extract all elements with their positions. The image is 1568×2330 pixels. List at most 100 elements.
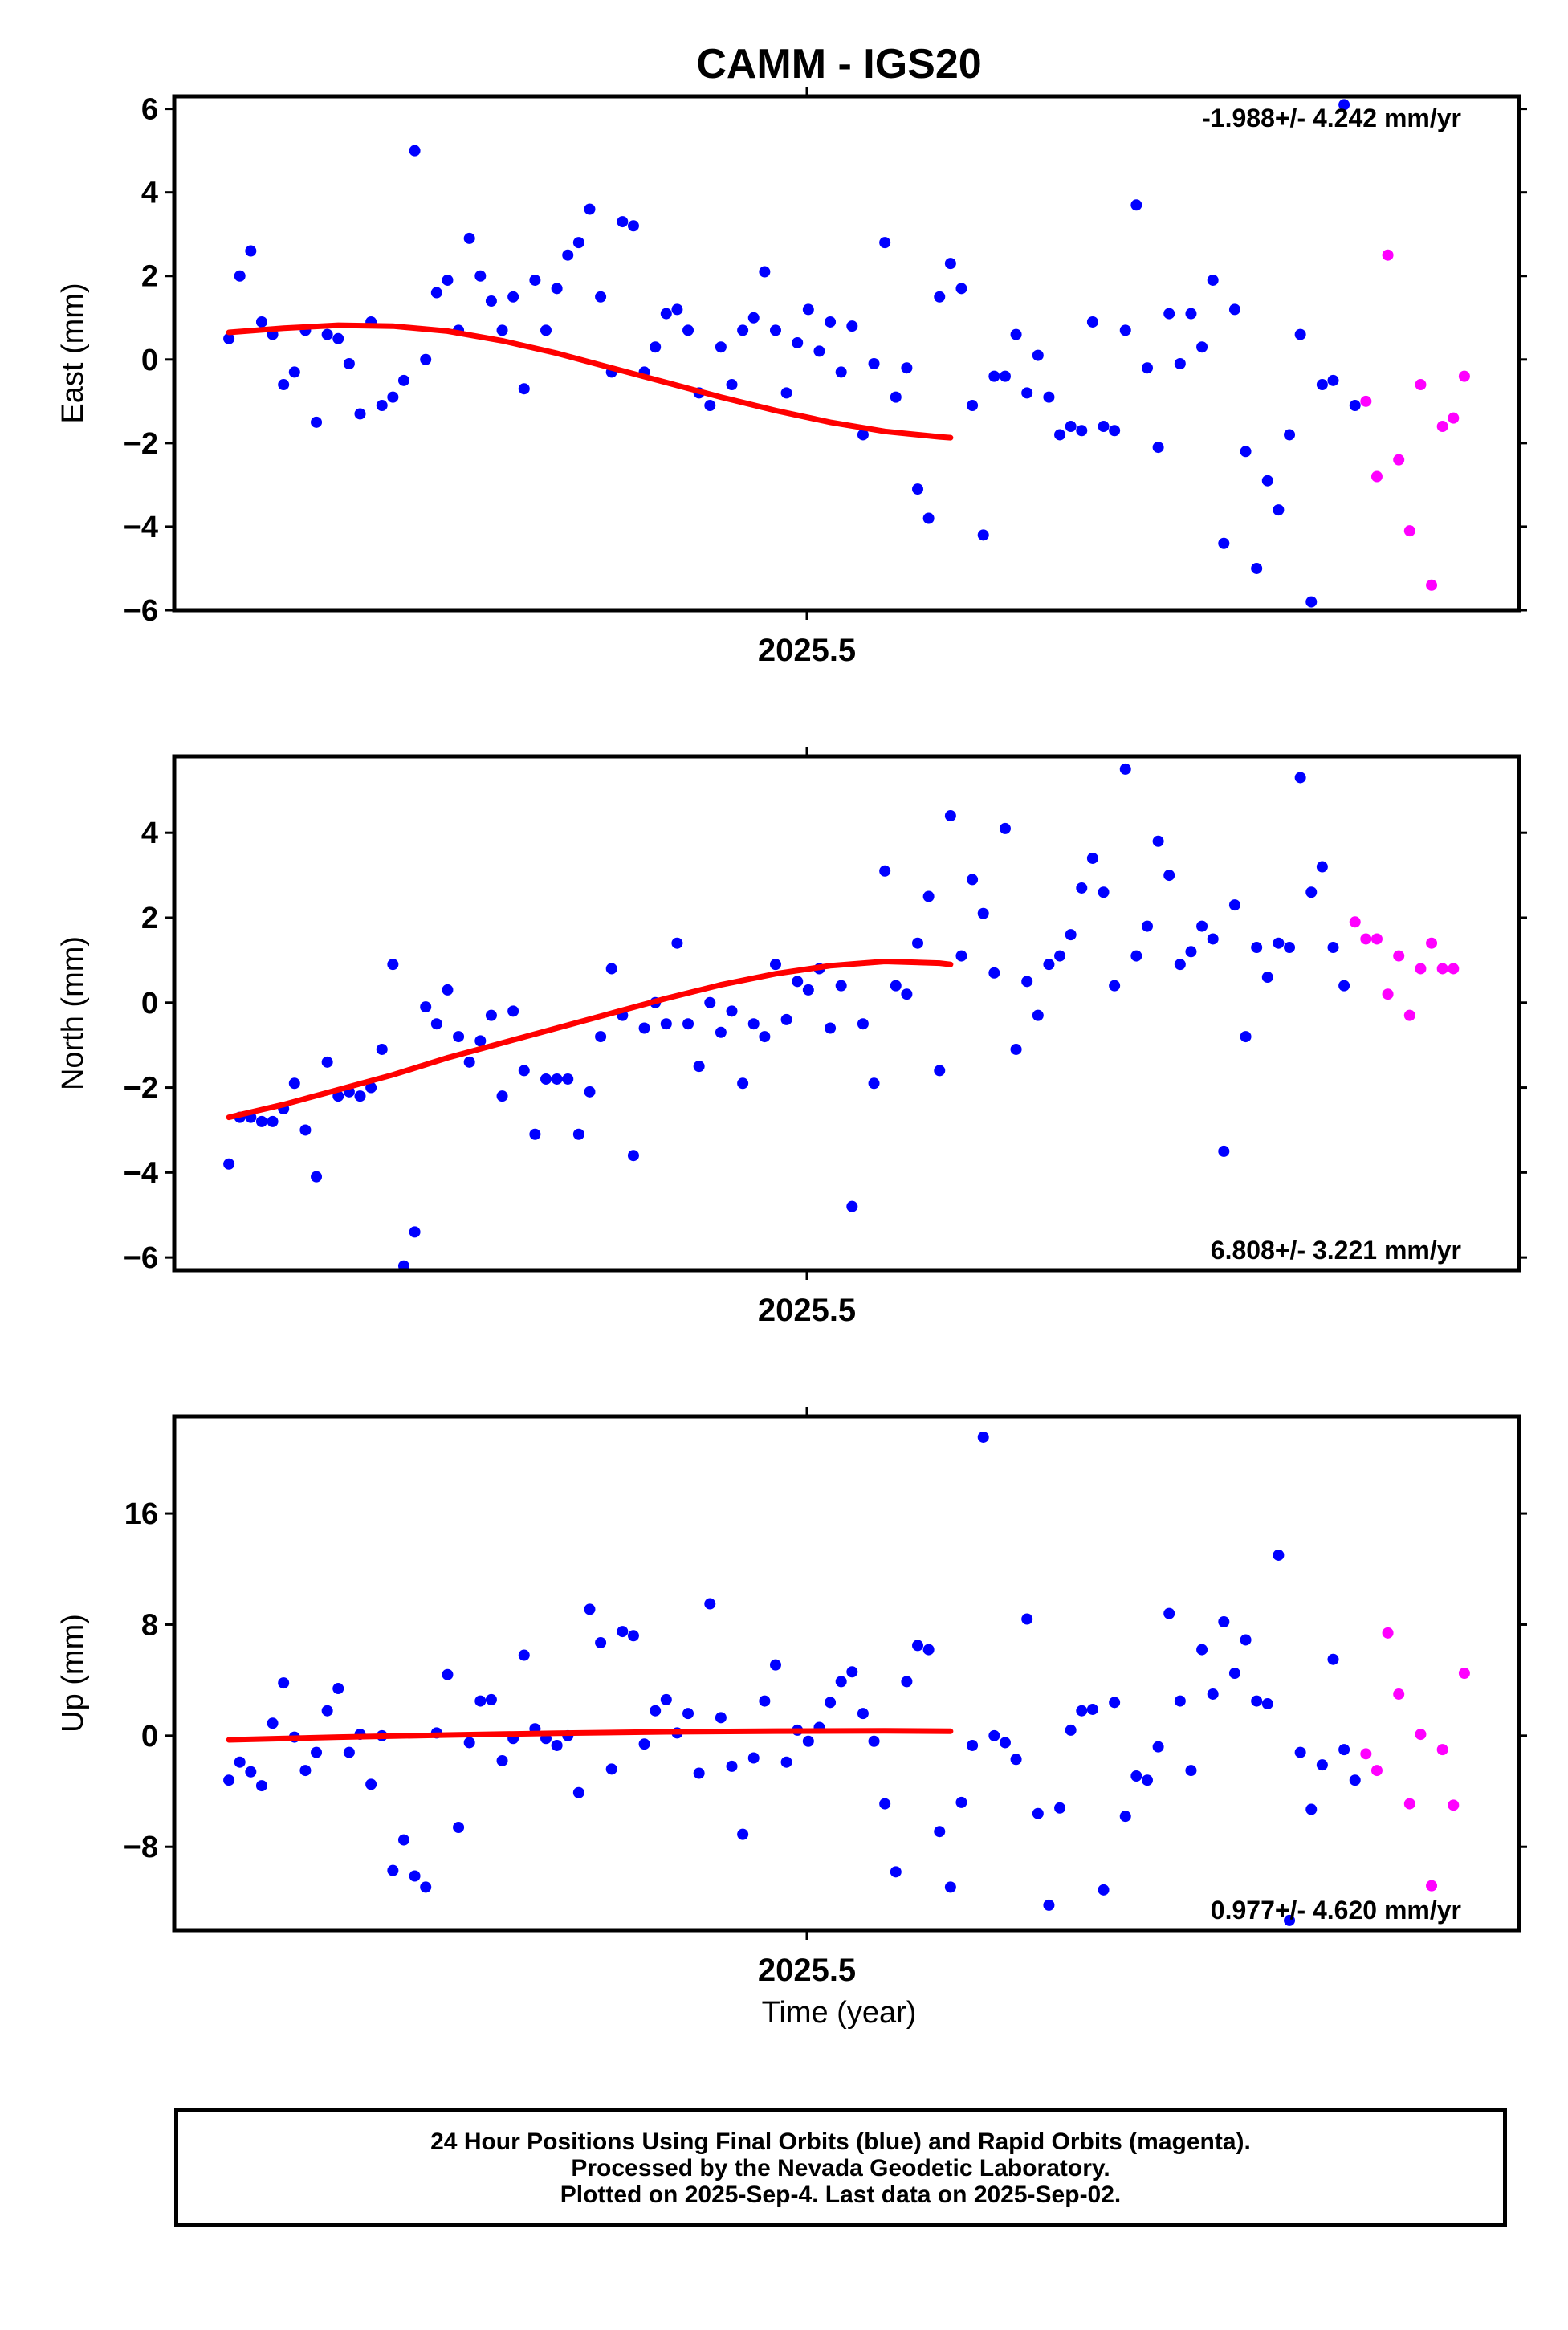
final-point-north <box>737 1077 749 1090</box>
final-point-east <box>715 341 727 353</box>
final-point-up <box>365 1778 377 1790</box>
final-point-north <box>376 1043 388 1055</box>
final-point-north <box>1294 772 1306 784</box>
y-tick-label-north: 2 <box>141 902 158 935</box>
final-point-up <box>584 1603 596 1615</box>
final-point-north <box>365 1081 377 1094</box>
rapid-point-north <box>1426 937 1438 949</box>
y-tick-label-north: 0 <box>141 987 158 1020</box>
rate-label-east: -1.988+/- 4.242 mm/yr <box>1202 104 1461 132</box>
plot-frame-up <box>172 1414 1521 1933</box>
final-point-east <box>1130 199 1142 211</box>
final-point-north <box>1054 950 1066 962</box>
final-point-north <box>682 1018 694 1030</box>
final-point-up <box>496 1754 508 1766</box>
y-tick-label-north: −4 <box>124 1156 158 1190</box>
final-point-north <box>868 1077 880 1090</box>
final-point-up <box>638 1738 650 1750</box>
final-point-east <box>890 391 902 403</box>
final-point-up <box>780 1756 792 1768</box>
final-point-east <box>912 483 924 495</box>
final-point-north <box>835 980 847 992</box>
final-point-east <box>1240 446 1252 458</box>
final-point-east <box>474 270 487 282</box>
final-point-up <box>967 1739 979 1751</box>
rapid-point-north <box>1370 933 1383 945</box>
y-tick-label-east: 4 <box>141 177 158 210</box>
final-point-north <box>430 1018 442 1030</box>
final-point-up <box>726 1760 738 1772</box>
final-point-east <box>650 341 662 353</box>
final-point-east <box>223 332 235 344</box>
final-point-up <box>1316 1759 1328 1771</box>
final-point-north <box>562 1073 574 1085</box>
final-point-up <box>1152 1741 1164 1753</box>
final-point-up <box>825 1697 837 1709</box>
final-point-east <box>1327 374 1339 386</box>
final-point-east <box>780 387 792 399</box>
rapid-point-up <box>1426 1880 1438 1892</box>
final-point-east <box>955 283 967 295</box>
final-point-east <box>1207 274 1219 286</box>
final-point-up <box>737 1828 749 1840</box>
final-point-up <box>955 1796 967 1808</box>
final-point-north <box>955 950 967 962</box>
final-point-east <box>1349 400 1361 412</box>
y-tick-label-east: 0 <box>141 344 158 377</box>
final-point-up <box>572 1786 584 1798</box>
final-point-up <box>551 1739 563 1751</box>
final-point-east <box>321 328 333 340</box>
final-point-up <box>890 1866 902 1878</box>
final-point-up <box>1261 1698 1273 1710</box>
final-point-east <box>442 274 454 286</box>
rapid-point-north <box>1436 963 1448 975</box>
final-point-north <box>704 996 716 1008</box>
final-point-north <box>1196 920 1208 932</box>
final-point-north <box>780 1013 792 1025</box>
rate-label-up: 0.977+/- 4.620 mm/yr <box>1211 1896 1461 1925</box>
final-point-up <box>1327 1653 1339 1665</box>
y-axis-label-east: East (mm) <box>56 283 90 423</box>
final-point-north <box>715 1026 727 1038</box>
final-point-east <box>922 512 935 524</box>
final-point-east <box>1054 429 1066 441</box>
final-point-up <box>846 1666 858 1678</box>
final-point-east <box>1316 379 1328 391</box>
final-point-east <box>1251 562 1263 574</box>
final-point-east <box>409 145 421 157</box>
final-point-east <box>507 291 519 303</box>
final-point-up <box>715 1712 727 1724</box>
final-point-east <box>1141 362 1153 374</box>
rapid-point-up <box>1370 1765 1383 1777</box>
final-point-up <box>1021 1613 1033 1625</box>
final-point-north <box>463 1056 475 1068</box>
final-point-north <box>496 1090 508 1102</box>
final-point-north <box>747 1018 760 1030</box>
final-point-up <box>1010 1754 1022 1766</box>
final-point-east <box>420 353 432 365</box>
final-point-north <box>288 1077 300 1090</box>
rapid-point-up <box>1458 1668 1470 1679</box>
y-tick-label-east: 2 <box>141 260 158 294</box>
final-point-east <box>1196 341 1208 353</box>
final-point-north <box>551 1073 563 1085</box>
final-point-east <box>332 332 344 344</box>
final-point-up <box>934 1826 946 1838</box>
y-axis-label-north: North (mm) <box>56 936 90 1090</box>
final-point-north <box>1251 942 1263 954</box>
final-point-up <box>1294 1746 1306 1758</box>
final-point-east <box>1294 328 1306 340</box>
rapid-point-east <box>1393 454 1405 466</box>
final-point-east <box>572 237 584 249</box>
final-point-east <box>430 287 442 299</box>
rapid-point-east <box>1426 579 1438 591</box>
final-point-east <box>387 391 399 403</box>
final-point-up <box>682 1708 694 1720</box>
final-point-east <box>671 303 683 316</box>
final-point-north <box>1316 861 1328 873</box>
final-point-east <box>759 266 771 278</box>
y-tick-label-up: 8 <box>141 1608 158 1642</box>
final-point-north <box>223 1158 235 1170</box>
footer-line-2: Processed by the Nevada Geodetic Laborat… <box>571 2155 1110 2181</box>
